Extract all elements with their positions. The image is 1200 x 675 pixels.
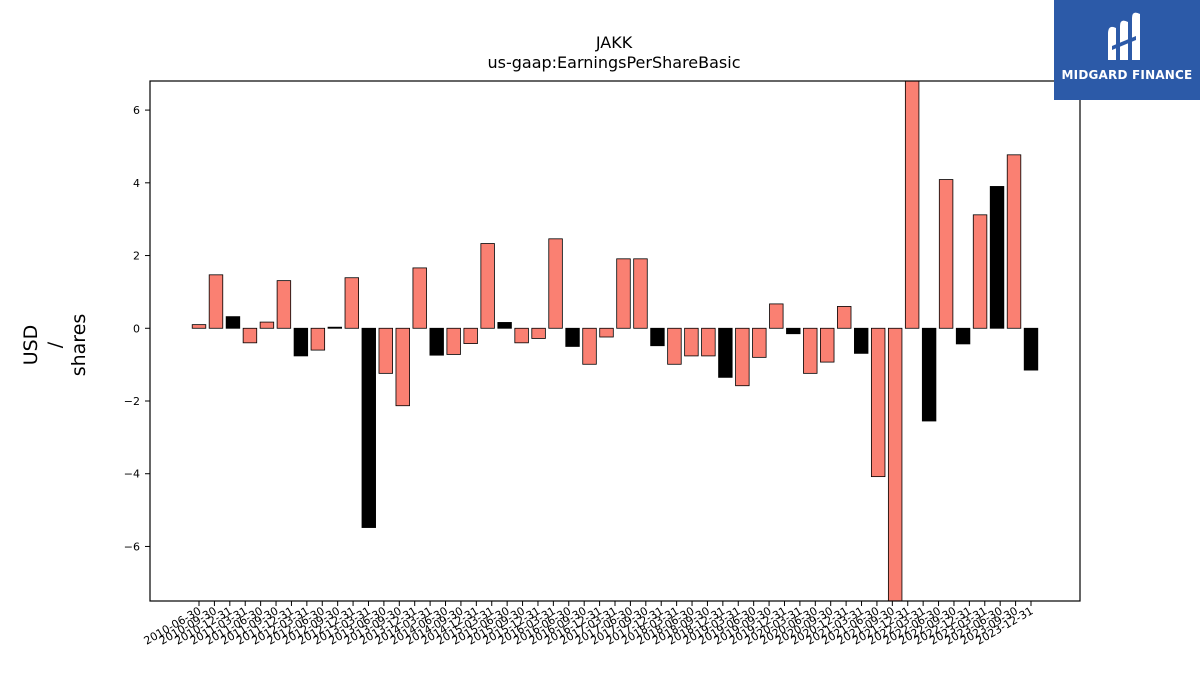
bar: [803, 327, 818, 374]
bar: [870, 327, 886, 478]
bar: [242, 327, 258, 344]
bar: [480, 243, 495, 329]
bar: [735, 327, 750, 387]
bar: [310, 327, 326, 351]
bar: [769, 303, 784, 329]
bar: [938, 179, 954, 329]
y-label-line-2: /: [44, 341, 66, 348]
bar: [972, 214, 988, 329]
bar: [446, 327, 461, 355]
bar: [904, 81, 920, 329]
bar: [395, 327, 410, 407]
bar: [225, 316, 241, 329]
y-tick-label: 2: [133, 250, 140, 263]
bar: [955, 327, 971, 345]
y-tick-label: −2: [124, 395, 140, 408]
bar: [344, 277, 359, 329]
bar: [820, 327, 835, 363]
bar: [276, 280, 292, 329]
y-label-line-3: shares: [68, 314, 90, 377]
bar: [378, 327, 393, 374]
bar: [837, 306, 852, 329]
bar: [854, 327, 869, 354]
bar: [548, 238, 563, 329]
bar: [514, 327, 529, 344]
bar: [208, 274, 224, 329]
bar: [565, 327, 580, 347]
y-tick-label: −6: [124, 540, 140, 553]
bar: [718, 327, 733, 378]
bar: [582, 327, 597, 365]
bar: [327, 326, 343, 329]
bar: [191, 324, 207, 329]
y-tick-label: 0: [133, 322, 140, 335]
bar: [701, 327, 716, 357]
bar: [887, 327, 903, 601]
bar: [259, 321, 275, 329]
y-tick-label: 6: [133, 104, 140, 117]
bar: [429, 327, 444, 356]
bar: [684, 327, 699, 357]
bar: [599, 327, 614, 338]
bar: [497, 322, 512, 329]
bar: [463, 327, 478, 344]
bar: [786, 327, 801, 335]
midgard-logo-icon: [1108, 12, 1140, 61]
plot-area: −6−4−202462010-06-302010-09-302010-12-31…: [124, 80, 1081, 648]
bar: [616, 258, 631, 329]
y-tick-label: 4: [133, 177, 140, 190]
bar: [633, 258, 648, 329]
bar: [650, 327, 665, 347]
bar: [1006, 154, 1022, 329]
bar: [361, 327, 376, 528]
bar: [667, 327, 682, 365]
chart-title: JAKK: [595, 33, 633, 52]
bars-group: [191, 81, 1039, 601]
brand-logo-text: MIDGARD FINANCE: [1061, 68, 1193, 82]
y-axis-label: USD / shares: [10, 290, 100, 400]
y-tick-label: −4: [124, 468, 140, 481]
plot-frame: [149, 80, 1081, 602]
bar: [921, 327, 937, 422]
bar: [412, 267, 427, 329]
bar: [989, 186, 1005, 329]
bar: [531, 327, 546, 339]
bar: [1023, 327, 1039, 371]
bar: [752, 327, 767, 358]
bar: [293, 327, 309, 357]
chart-subtitle: us-gaap:EarningsPerShareBasic: [487, 53, 740, 72]
y-label-line-1: USD: [20, 325, 42, 366]
